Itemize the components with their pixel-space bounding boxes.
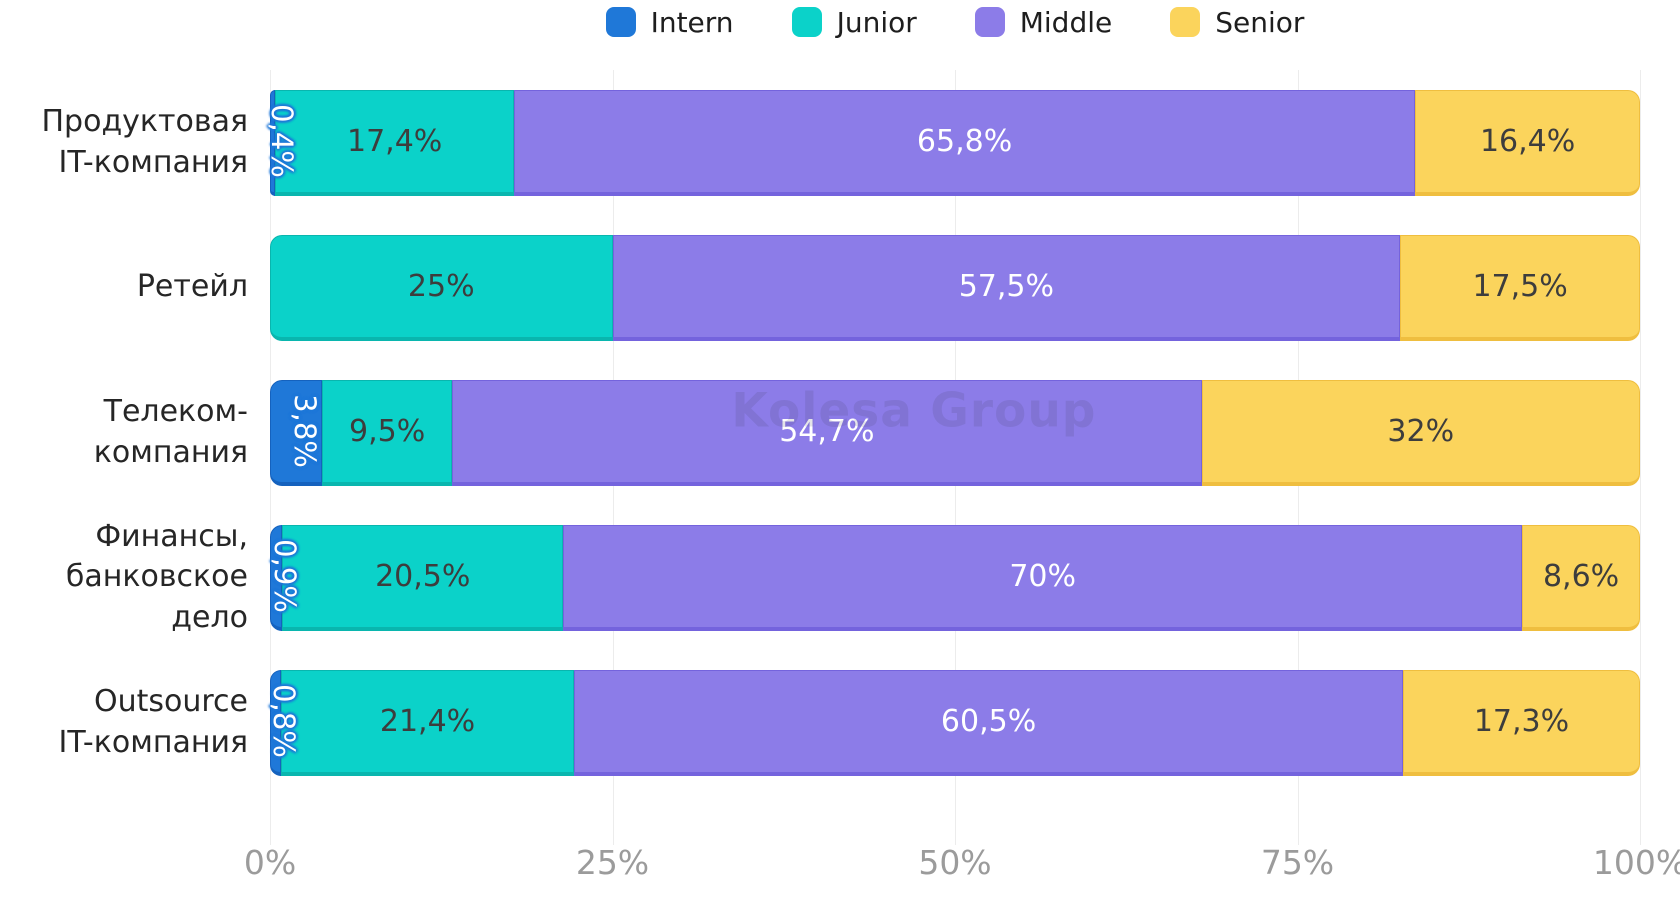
category-labels: Продуктовая IT-компания Ретейл Телеком-комп… [0, 70, 270, 795]
bar-row: 0,8% 21,4% 60,5% 17,3% [267, 650, 1640, 795]
bar-row: 3,8% 9,5% 54,7% 32% [270, 360, 1640, 505]
stacked-bar: 0,4% 17,4% 65,8% 16,4% [265, 89, 1640, 196]
x-axis: 0% 25% 50% 75% 100% [244, 843, 1680, 893]
bar-segment-middle: 70% [563, 524, 1523, 631]
intern-swatch-icon [605, 7, 636, 37]
segment-value-label: 0,4% [264, 104, 299, 178]
bar-segment-senior: 8,6% [1522, 524, 1640, 631]
legend-item-middle: Middle [974, 5, 1113, 39]
bar-segment-intern: 0,9% [268, 524, 302, 631]
legend-item-intern: Intern [605, 5, 734, 39]
bar-row: 0,9% 20,5% 70% 8,6% [268, 505, 1640, 650]
segment-value-label: 57,5% [958, 268, 1055, 304]
stacked-bar: 25% 57,5% 17,5% [270, 234, 1640, 341]
bar-segment-intern: 0,8% [267, 669, 301, 776]
bar-segment-senior: 17,5% [1400, 234, 1640, 341]
segment-value-label: 17,5% [1472, 268, 1568, 304]
x-axis-tick-label: 100% [1592, 843, 1680, 882]
category-label: Телеком-компания [93, 394, 248, 470]
segment-value-label: 32% [1387, 413, 1455, 449]
legend-item-junior: Junior [791, 5, 917, 39]
legend: Intern Junior Middle Senior [270, 2, 1640, 42]
segment-value-label: 8,6% [1542, 558, 1620, 594]
segment-value-label: 70% [1009, 558, 1077, 594]
segment-value-label: 25% [407, 268, 475, 304]
bar-segment-junior: 21,4% [280, 669, 575, 776]
stacked-bar-chart: Продуктовая IT-компания Ретейл Телеком-комп… [0, 70, 1680, 882]
legend-item-senior: Senior [1170, 6, 1304, 39]
segment-value-label: 9,5% [349, 413, 426, 449]
x-axis-tick-label: 75% [1260, 843, 1335, 882]
bar-segment-middle: 65,8% [513, 89, 1416, 196]
segment-value-label: 60,5% [940, 703, 1037, 739]
junior-swatch-icon [791, 7, 822, 37]
category-label: Outsource IT-компания [58, 684, 248, 760]
bar-segment-junior: 20,5% [282, 524, 564, 631]
bar-segment-middle: 57,5% [612, 234, 1401, 341]
stacked-bar: 0,8% 21,4% 60,5% 17,3% [267, 669, 1640, 776]
category-label: Ретейл [136, 269, 248, 305]
plot-area: 0,4% 17,4% 65,8% 16,4% 25% 57,5% 17,5% 3,8% 9,5%… [244, 70, 1680, 882]
middle-swatch-icon [974, 7, 1005, 37]
segment-value-label: 0,8% [267, 684, 302, 758]
senior-swatch-icon [1170, 7, 1201, 37]
bar-segment-middle: 60,5% [574, 669, 1403, 776]
bar-segment-junior: 17,4% [275, 89, 514, 196]
segment-value-label: 21,4% [379, 703, 476, 739]
stacked-bar: 3,8% 9,5% 54,7% 32% [270, 379, 1640, 486]
bar-row: 0,4% 17,4% 65,8% 16,4% [265, 70, 1640, 215]
gridline [1640, 70, 1641, 845]
bar-segment-senior: 32% [1201, 379, 1640, 486]
bar-segment-senior: 17,3% [1402, 669, 1640, 776]
legend-label: Senior [1215, 5, 1305, 39]
bar-segment-middle: 54,7% [452, 379, 1202, 486]
category-label: Продуктовая IT-компания [41, 104, 248, 180]
segment-value-label: 17,3% [1473, 703, 1570, 739]
segment-value-label: 20,5% [375, 558, 471, 594]
category-label: Финансы, банковское дело [65, 518, 248, 635]
bar-segment-junior: 9,5% [322, 379, 453, 486]
bar-row: 25% 57,5% 17,5% [270, 215, 1640, 360]
segment-value-label: 17,4% [347, 123, 443, 159]
bar-rows: 0,4% 17,4% 65,8% 16,4% 25% 57,5% 17,5% 3,8% 9,5%… [265, 70, 1640, 795]
bar-segment-junior: 25% [270, 234, 613, 341]
x-axis-tick-label: 0% [243, 843, 297, 882]
segment-value-label: 65,8% [916, 123, 1013, 159]
segment-value-label: 54,7% [779, 413, 875, 449]
stacked-bar: 0,9% 20,5% 70% 8,6% [268, 524, 1640, 631]
bar-segment-senior: 16,4% [1415, 89, 1640, 196]
bar-segment-intern: 3,8% [270, 379, 323, 486]
segment-value-label: 3,8% [288, 394, 323, 468]
legend-label: Middle [1019, 5, 1113, 39]
bar-segment-intern: 0,4% [265, 89, 299, 196]
legend-label: Intern [650, 5, 734, 39]
segment-value-label: 16,4% [1479, 123, 1576, 159]
x-axis-tick-label: 25% [575, 843, 650, 882]
x-axis-tick-label: 50% [918, 843, 992, 882]
segment-value-label: 0,9% [268, 539, 303, 613]
legend-label: Junior [836, 5, 917, 39]
